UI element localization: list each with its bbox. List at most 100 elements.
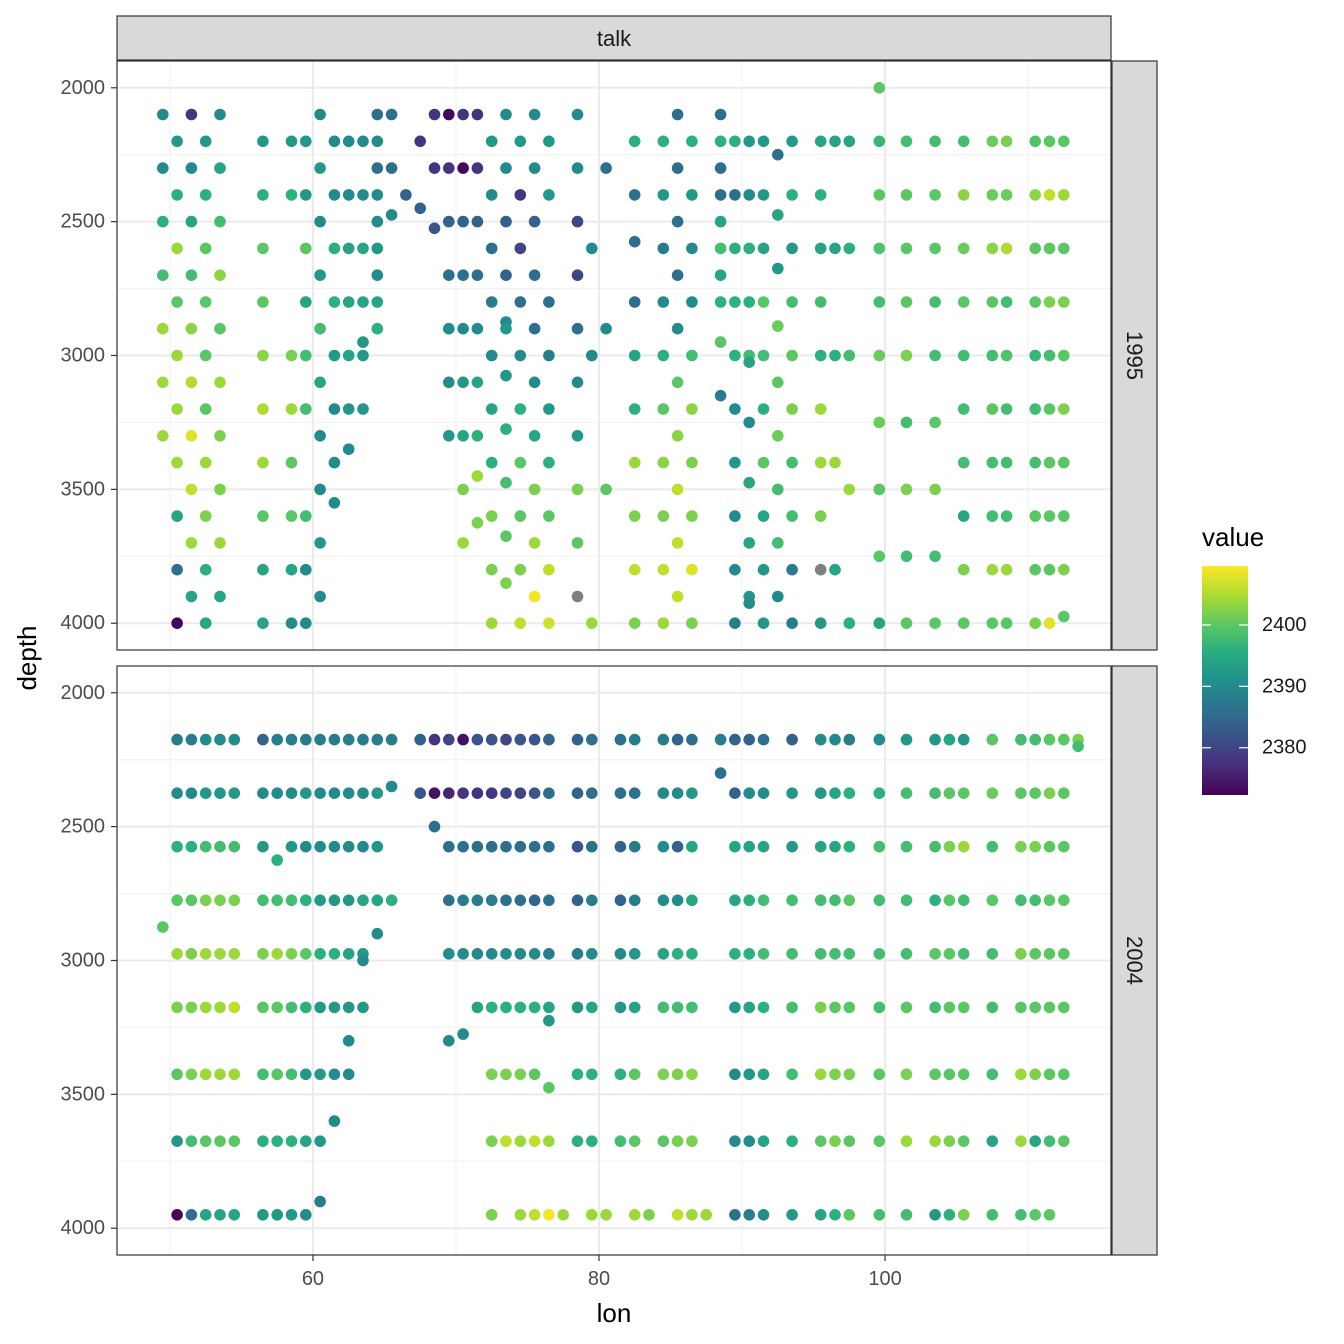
data-point — [485, 787, 498, 799]
data-point — [571, 537, 584, 549]
data-point — [528, 787, 541, 799]
data-point — [586, 787, 598, 799]
data-point — [199, 563, 212, 576]
data-point — [528, 537, 541, 549]
data-point — [257, 135, 269, 148]
data-point — [757, 456, 770, 469]
data-point — [514, 189, 527, 201]
data-point — [873, 948, 886, 960]
data-point — [543, 1001, 555, 1014]
data-point — [257, 840, 269, 853]
data-point — [185, 1001, 198, 1014]
data-point — [714, 296, 727, 308]
data-point — [300, 840, 312, 853]
data-point — [214, 376, 226, 389]
data-point — [314, 376, 326, 389]
data-point — [986, 296, 999, 308]
data-point — [829, 840, 841, 853]
data-point — [614, 948, 627, 960]
data-point — [1029, 1135, 1041, 1147]
data-point — [571, 269, 584, 282]
data-point — [614, 840, 627, 853]
panel-1995-points — [157, 82, 1070, 629]
data-point — [1015, 840, 1027, 853]
data-point — [171, 1001, 183, 1014]
legend-tick-label: 2380 — [1262, 737, 1307, 759]
data-point — [586, 617, 598, 629]
data-point — [729, 135, 741, 148]
data-point — [1000, 563, 1013, 576]
data-point — [929, 1135, 941, 1147]
data-point — [686, 894, 698, 907]
data-point — [714, 733, 727, 746]
data-point — [772, 209, 784, 221]
data-point — [171, 135, 183, 148]
data-point — [257, 349, 269, 362]
data-point — [314, 787, 326, 799]
data-point — [371, 242, 384, 255]
data-point — [543, 456, 555, 469]
data-point — [342, 948, 355, 960]
data-point — [786, 1001, 798, 1014]
data-point — [314, 537, 326, 549]
data-point — [743, 476, 755, 489]
data-point — [829, 349, 841, 362]
data-point — [571, 1001, 584, 1014]
data-point — [1058, 563, 1070, 576]
data-point — [342, 840, 355, 853]
data-point — [671, 894, 684, 907]
data-point — [271, 854, 284, 866]
data-point — [714, 242, 727, 255]
data-point — [199, 403, 212, 415]
data-point — [485, 135, 498, 148]
data-point — [957, 456, 970, 469]
data-point — [729, 242, 741, 255]
data-point — [428, 162, 441, 174]
data-point — [471, 162, 484, 174]
data-point — [443, 733, 455, 746]
data-point — [657, 135, 670, 148]
data-point — [1043, 349, 1056, 362]
data-point — [1029, 189, 1041, 201]
data-point — [686, 242, 698, 255]
data-point — [328, 1001, 341, 1014]
data-point — [185, 733, 198, 746]
data-point — [757, 787, 770, 799]
y-tick-label: 2500 — [61, 816, 106, 838]
data-point — [300, 894, 312, 907]
data-point — [514, 296, 527, 308]
data-point — [829, 456, 841, 469]
y-tick-label: 2500 — [61, 211, 106, 233]
data-point — [957, 840, 970, 853]
data-point — [829, 733, 841, 746]
data-point — [557, 1209, 569, 1221]
data-point — [543, 349, 555, 362]
data-point — [1029, 135, 1041, 148]
data-point — [428, 108, 441, 121]
data-point — [314, 162, 326, 174]
data-point — [757, 733, 770, 746]
data-point — [957, 135, 970, 148]
data-point — [357, 135, 369, 148]
data-point — [371, 787, 384, 799]
data-point — [929, 787, 941, 799]
data-point — [671, 430, 684, 442]
data-point — [600, 1209, 612, 1221]
data-point — [686, 296, 698, 308]
data-point — [414, 787, 427, 799]
data-point — [500, 1068, 512, 1081]
data-point — [500, 476, 512, 489]
data-point — [257, 456, 269, 469]
data-point — [957, 733, 970, 746]
data-point — [829, 787, 841, 799]
data-point — [873, 82, 886, 94]
data-point — [543, 510, 555, 522]
data-point — [1029, 296, 1041, 308]
data-point — [986, 456, 999, 469]
data-point — [257, 894, 269, 907]
legend-tick-label: 2400 — [1262, 614, 1307, 636]
data-point — [1000, 456, 1013, 469]
data-point — [300, 1209, 312, 1221]
data-point — [314, 590, 326, 603]
data-point — [571, 733, 584, 746]
